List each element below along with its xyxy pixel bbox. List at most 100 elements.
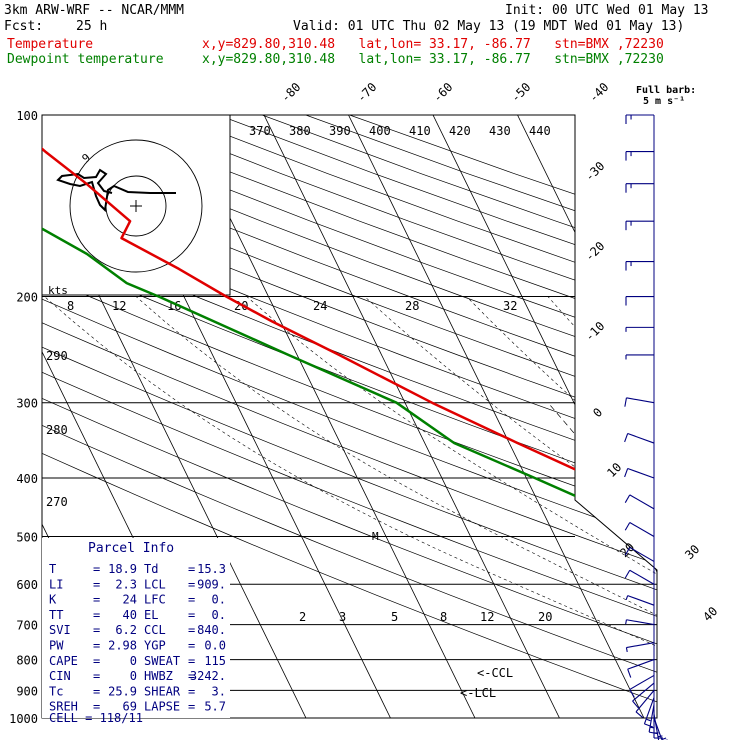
pressure-label: 1000 <box>9 712 38 726</box>
parcel-value: 2.3 <box>115 577 137 591</box>
isotherm-line <box>601 115 657 718</box>
isotherm-line <box>263 115 560 718</box>
barb-shaft <box>627 432 655 444</box>
isotherm-label: -40 <box>586 80 611 105</box>
parcel-key: LFC <box>144 593 166 607</box>
parcel-eq: = <box>188 654 195 668</box>
adiabat-label: 290 <box>46 349 68 363</box>
barb-half-flag <box>625 595 629 601</box>
parcel-key: SREH <box>49 700 78 714</box>
parcel-value: 115 <box>204 654 226 668</box>
dry-adiabat <box>42 115 657 718</box>
theta-label: 440 <box>529 124 551 138</box>
parcel-eq: = <box>93 654 100 668</box>
parcel-info-title: Parcel Info <box>88 541 174 556</box>
pressure-label: 800 <box>16 654 38 668</box>
wind-barb <box>648 704 659 735</box>
barb-shaft <box>629 569 655 585</box>
dry-adiabat <box>42 115 657 718</box>
sounding-traces <box>42 115 657 718</box>
parcel-row: SVI = 6.2 CCL = 840. <box>49 623 226 637</box>
isotherm-line <box>432 115 657 718</box>
parcel-eq: = <box>93 700 100 714</box>
forecast-hours: 25 h <box>76 19 108 34</box>
wind-barb <box>627 659 655 678</box>
parcel-eq: = <box>188 577 195 591</box>
parcel-row: CAPE = 0 SWEAT = 115 <box>49 654 226 668</box>
isotherm-label: -80 <box>278 80 303 105</box>
parcel-value: 25.9 <box>108 684 137 698</box>
wind-panel-units: 5 m s⁻¹ <box>643 96 685 107</box>
temperature-location: x,y=829.80,310.48 lat,lon= 33.17, -86.77… <box>202 37 664 52</box>
dewpoint-trace <box>42 115 657 718</box>
parcel-value: 909. <box>197 577 226 591</box>
parcel-eq: = <box>93 593 100 607</box>
wind-barb <box>632 682 655 709</box>
parcel-eq: = <box>188 623 195 637</box>
parcel-value: 24 <box>123 593 137 607</box>
parcel-eq: = <box>93 577 100 591</box>
wind-barbs <box>624 114 668 740</box>
theta-label: 370 <box>249 124 271 138</box>
wind-barb <box>624 522 655 537</box>
parcel-value: 0. <box>212 593 226 607</box>
moist-adiabat <box>708 297 740 719</box>
parcel-key: TT <box>49 608 63 622</box>
barb-half-flag <box>649 726 655 729</box>
parcel-info-table: T = 18.9 Td = 15.3LI = 2.3 LCL = 909.K = 24 LFC = 0.TT =… <box>49 562 226 714</box>
pressure-label: 100 <box>16 109 38 123</box>
parcel-value: 15.3 <box>197 562 226 576</box>
parcel-eq: = <box>93 608 100 622</box>
theta-label: 430 <box>489 124 511 138</box>
wind-barb <box>624 494 655 510</box>
parcel-key: CIN <box>49 669 71 683</box>
parcel-row: TT = 40 EL = 0. <box>49 608 226 622</box>
wind-barb <box>625 151 654 161</box>
parcel-eq: = <box>93 623 100 637</box>
barb-flag <box>644 723 654 728</box>
dry-adiabat <box>42 115 657 718</box>
barb-shaft <box>629 546 655 562</box>
parcel-value: 2.98 <box>108 639 137 653</box>
barb-shaft <box>626 397 655 404</box>
parcel-eq: = <box>188 639 195 653</box>
pressure-label: 200 <box>16 291 38 305</box>
wind-barb <box>653 713 668 740</box>
barb-half-flag <box>625 647 628 653</box>
dry-adiabat <box>42 115 657 718</box>
parcel-value: 0.0 <box>204 639 226 653</box>
moist-adiabat <box>246 296 657 718</box>
barb-shaft <box>629 674 655 690</box>
barb-shaft <box>653 713 660 740</box>
barb-flag <box>624 547 631 556</box>
mixing-ratio-label: 8 <box>67 299 74 313</box>
mixing-ratio-label: 32 <box>503 299 517 313</box>
parcel-value: 40 <box>123 608 137 622</box>
mixing-ratio-label: 28 <box>405 299 419 313</box>
parcel-eq: = <box>188 700 195 714</box>
wind-barb <box>624 467 655 479</box>
parcel-eq: = <box>93 669 100 683</box>
dry-adiabat <box>174 115 657 718</box>
hodograph-ring <box>69 139 203 273</box>
parcel-value: 6.2 <box>115 623 137 637</box>
wind-barb <box>625 642 655 653</box>
parcel-eq: = <box>93 684 100 698</box>
theta-label: 380 <box>289 124 311 138</box>
barb-flag <box>649 731 659 735</box>
wind-barb <box>625 619 655 626</box>
parcel-value: 0 <box>130 654 137 668</box>
pressure-label: 900 <box>16 684 38 698</box>
mixing-ratio-line <box>587 402 657 718</box>
barb-half-flag <box>657 735 663 738</box>
barb-flag <box>635 711 644 719</box>
theta-label: 410 <box>409 124 431 138</box>
wind-barb <box>625 326 654 332</box>
parcel-key: T <box>49 562 56 576</box>
temperature-legend: Temperature <box>7 37 94 52</box>
wind-barb <box>625 595 655 606</box>
parcel-value: 840. <box>197 623 226 637</box>
parcel-eq: = <box>188 684 195 698</box>
parcel-row: PW = 2.98 YGP = 0.0 <box>49 639 226 653</box>
mixing-ratio-label: 8 <box>440 610 447 624</box>
